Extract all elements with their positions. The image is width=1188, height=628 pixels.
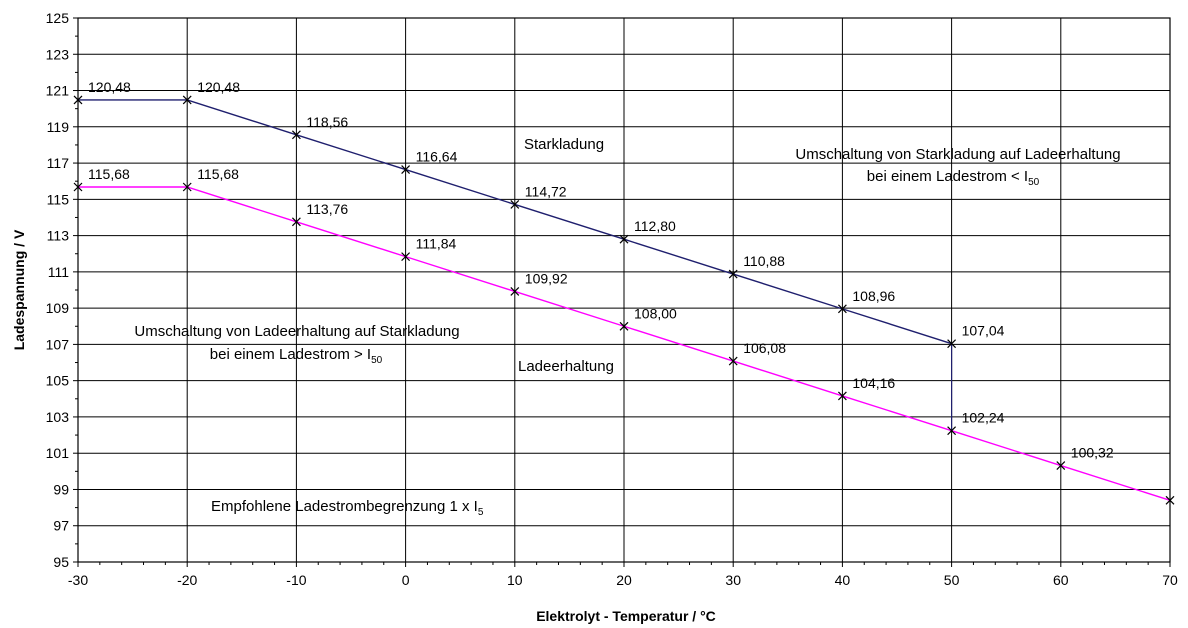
data-label: 107,04	[962, 323, 1005, 339]
data-point	[182, 95, 192, 105]
data-point	[182, 182, 192, 192]
data-label: 115,68	[88, 166, 130, 182]
data-label: 111,84	[416, 236, 457, 252]
data-point	[401, 165, 411, 175]
annotation-recommended-limit-sub: 5	[478, 507, 484, 518]
data-point	[510, 287, 520, 296]
data-label: 120,48	[88, 79, 131, 95]
x-tick-label: -20	[177, 572, 197, 588]
y-tick-label: 107	[46, 336, 70, 352]
y-tick-label: 95	[53, 554, 69, 570]
annotation-switch-left-line2-main: bei einem Ladestrom > I	[210, 346, 371, 363]
annotation-switch-left-line2: bei einem Ladestrom > I50	[210, 346, 383, 366]
annotation-recommended-limit-main: Empfohlene Ladestrombegrenzung 1 x I	[211, 498, 478, 515]
data-label: 112,80	[634, 218, 676, 234]
y-tick-label: 117	[47, 155, 70, 171]
annotation-switch-left-line2-sub: 50	[371, 355, 383, 366]
plot-frame	[73, 17, 1171, 567]
data-point	[1056, 461, 1066, 470]
data-point	[73, 182, 83, 192]
y-tick-label: 119	[47, 119, 70, 135]
data-label: 118,56	[306, 114, 348, 130]
data-point	[401, 252, 411, 262]
data-point	[837, 391, 847, 401]
y-tick-label: 99	[53, 481, 69, 497]
data-labels: 120,48 120,48 118,56 116,64 114,72 112,80 110,…	[88, 79, 1114, 461]
y-tick-label: 121	[46, 83, 70, 99]
data-label: 100,32	[1071, 445, 1114, 461]
x-tick-label: -30	[68, 572, 88, 588]
data-point	[619, 234, 629, 244]
annotation-switch-top-line2-sub: 50	[1028, 177, 1040, 188]
data-point	[291, 130, 301, 140]
data-label: 109,92	[525, 270, 568, 286]
y-tick-label: 109	[46, 300, 70, 316]
x-tick-label: 20	[616, 572, 632, 588]
grid	[77, 17, 1171, 563]
x-tick-label: -10	[286, 572, 306, 588]
plot-area-border	[77, 17, 1171, 563]
data-label: 120,48	[197, 79, 240, 95]
y-tick-label: 125	[46, 10, 70, 26]
data-label: 116,64	[416, 149, 458, 165]
data-label: 113,76	[306, 201, 348, 217]
data-label: 110,88	[743, 253, 785, 269]
data-point	[73, 95, 83, 105]
data-label: 108,00	[634, 305, 677, 321]
data-point	[947, 426, 957, 436]
x-tick-label: 10	[507, 572, 523, 588]
data-label: 104,16	[852, 375, 895, 391]
data-label: 108,96	[852, 288, 895, 304]
data-label: 102,24	[962, 410, 1005, 426]
x-tick-label: 30	[725, 572, 741, 588]
annotation-ladeerhaltung: Ladeerhaltung	[518, 358, 614, 375]
annotation-switch-left-line1: Umschaltung von Ladeerhaltung auf Starkl…	[134, 323, 459, 340]
data-point	[947, 339, 957, 349]
annotation-switch-top-line1: Umschaltung von Starkladung auf Ladeerha…	[795, 146, 1120, 163]
y-tick-label: 97	[53, 518, 69, 534]
data-point	[510, 199, 520, 209]
data-point	[1165, 495, 1175, 505]
data-point	[728, 269, 738, 279]
data-label: 106,08	[743, 340, 786, 356]
annotation-switch-top-line2: bei einem Ladestrom < I50	[867, 168, 1040, 188]
y-tick-label: 113	[47, 228, 70, 244]
annotation-switch-top-line2-main: bei einem Ladestrom < I	[867, 168, 1028, 185]
x-tick-label: 50	[944, 572, 960, 588]
series-layer	[73, 95, 1175, 505]
x-axis-title: Elektrolyt - Temperatur / °C	[536, 608, 716, 624]
y-tick-label: 105	[46, 373, 70, 389]
y-tick-label: 111	[48, 264, 69, 280]
y-tick-labels: 95 97 99 101 103 105 107 109 111 113 115 117 119 121 1…	[46, 10, 70, 570]
y-tick-label: 103	[46, 409, 70, 425]
data-label: 115,68	[197, 166, 239, 182]
data-point	[728, 356, 738, 366]
y-tick-label: 123	[46, 46, 70, 62]
data-point	[837, 304, 847, 314]
data-point	[619, 321, 629, 331]
data-point	[291, 217, 301, 227]
y-tick-label: 101	[46, 445, 70, 461]
y-tick-label: 115	[47, 191, 70, 207]
x-tick-label: 60	[1053, 572, 1069, 588]
x-tick-label: 0	[402, 572, 410, 588]
y-axis-title: Ladespannung / V	[11, 229, 27, 350]
x-tick-label: 70	[1162, 572, 1178, 588]
data-label: 114,72	[525, 183, 567, 199]
annotation-recommended-limit: Empfohlene Ladestrombegrenzung 1 x I5	[211, 498, 484, 518]
annotation-starkladung: Starkladung	[524, 136, 604, 153]
x-tick-label: 40	[835, 572, 851, 588]
x-tick-labels: -30 -20 -10 0 10 20 30 40 50 60 70	[68, 572, 1178, 588]
